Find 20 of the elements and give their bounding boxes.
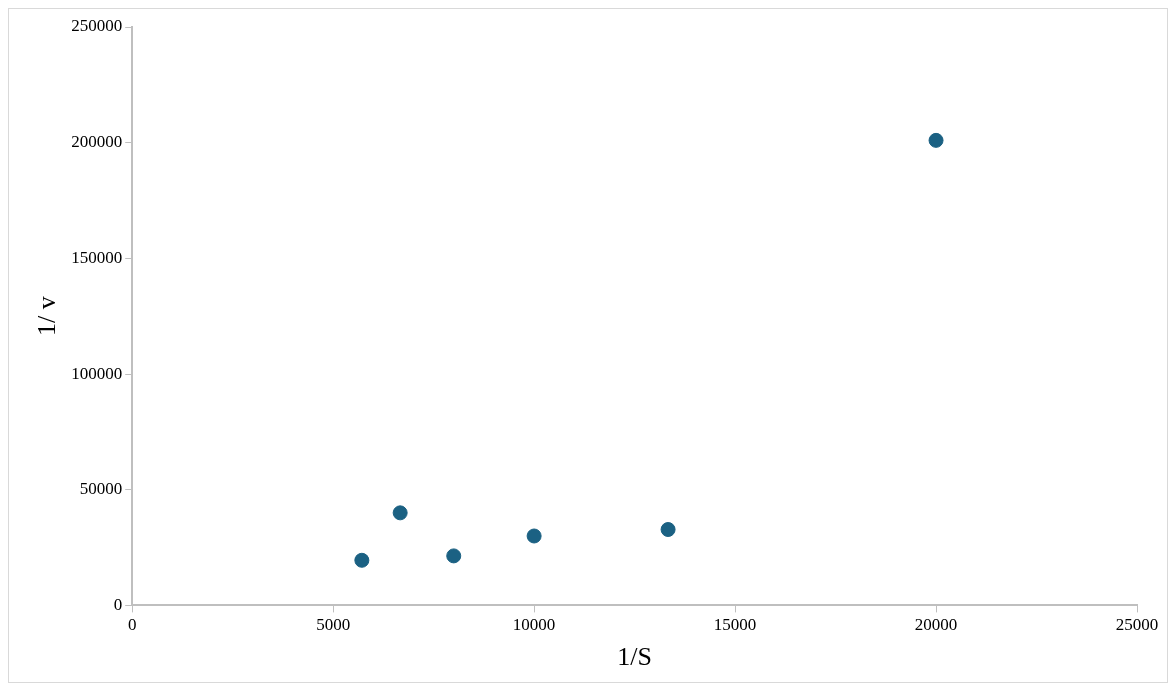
point [526,528,542,544]
point [354,552,370,568]
point [660,522,676,538]
y-tick-label: 100000 [71,363,123,383]
y-tick-label: 200000 [71,132,123,152]
x-tick-label: 5000 [316,615,351,635]
x-tick-label: 0 [127,615,137,635]
y-tick-label: 0 [113,594,123,614]
x-tick-label: 15000 [713,615,757,635]
point [928,132,944,148]
x-axis-title: 1/S [617,642,652,672]
y-tick-label: 250000 [71,16,123,36]
x-tick-label: 10000 [512,615,556,635]
y-tick-label: 50000 [79,479,123,499]
x-tick-label: 20000 [914,615,958,635]
y-tick-label: 150000 [71,247,123,267]
x-tick-label: 25000 [1115,615,1159,635]
point [446,548,462,564]
point [392,505,408,521]
y-axis-title: 1/ v [32,296,62,337]
